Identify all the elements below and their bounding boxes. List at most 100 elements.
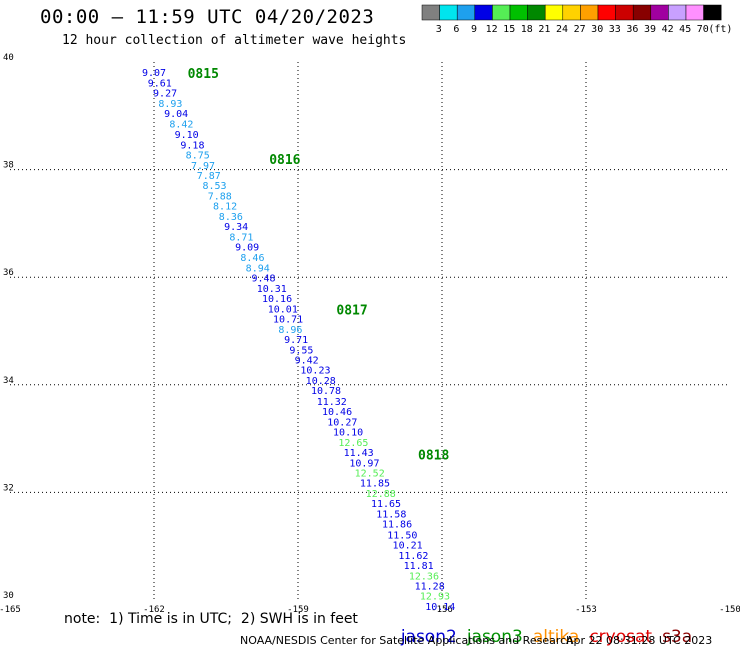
- wave-height-value: 12.36: [409, 571, 439, 582]
- color-scale-tick: 45: [679, 24, 691, 35]
- wave-height-value: 10.16: [262, 294, 292, 305]
- color-scale-tick: 21: [538, 24, 550, 35]
- wave-height-value: 9.04: [164, 109, 188, 120]
- wave-height-value: 10.46: [322, 407, 352, 418]
- time-label: 0818: [418, 449, 449, 464]
- wave-height-value: 10.23: [300, 366, 330, 377]
- wave-height-value: 8.71: [229, 232, 253, 243]
- wave-height-value: 8.46: [240, 253, 264, 264]
- wave-height-value: 11.86: [382, 520, 412, 531]
- color-scale-tick: 18: [521, 24, 533, 35]
- wave-height-value: 9.55: [289, 345, 313, 356]
- satellite-cryosat: cryosat: [589, 627, 653, 647]
- color-scale-tick: 33: [609, 24, 621, 35]
- wave-height-value: 10.01: [268, 304, 298, 315]
- wave-height-value: 11.62: [398, 551, 428, 562]
- wave-height-value: 9.27: [153, 89, 177, 100]
- footer-timestamp: Apr 22 08:31:28 UTC 2023: [566, 634, 713, 647]
- wave-height-value: 10.28: [306, 376, 336, 387]
- wave-height-value: 9.18: [180, 140, 204, 151]
- footer-credit: NOAA/NESDIS Center for Satellite Applica…: [240, 634, 574, 647]
- wave-height-value: 8.42: [169, 119, 193, 130]
- y-tick-label: 30: [3, 591, 14, 601]
- color-scale-tick: 70: [697, 24, 709, 35]
- wave-height-value: 9.07: [142, 68, 166, 79]
- wave-height-value: 11.58: [376, 509, 406, 520]
- wave-height-value: 10.10: [333, 428, 363, 439]
- wave-height-value: 9.61: [148, 78, 172, 89]
- color-scale-tick: 39: [644, 24, 656, 35]
- wave-height-value: 7.88: [208, 191, 232, 202]
- wave-height-value: 9.48: [251, 274, 275, 285]
- wave-height-value: 10.27: [327, 417, 357, 428]
- color-scale-tick: 12: [486, 24, 498, 35]
- color-scale-tick: 30: [591, 24, 603, 35]
- wave-height-value: 11.43: [344, 448, 374, 459]
- wave-height-value: 10.21: [393, 541, 423, 552]
- wave-height-value: 8.93: [158, 99, 182, 110]
- wave-height-value: 10.71: [273, 315, 303, 326]
- color-scale-legend: 3 6 9 12 15 18 21 24 27 30 33 36 39 42 45 70 (ft): [421, 4, 732, 35]
- wave-height-value: 9.42: [295, 356, 319, 367]
- color-scale-tick: 6: [453, 24, 459, 35]
- wave-height-value: 8.96: [278, 325, 302, 336]
- y-tick-label: 38: [3, 161, 14, 171]
- wave-height-value: 8.36: [219, 212, 243, 223]
- wave-height-value: 11.32: [317, 397, 347, 408]
- wave-height-value: 12.93: [420, 592, 450, 603]
- x-tick-label: -162: [143, 605, 165, 615]
- wave-height-value: 8.12: [213, 202, 237, 213]
- wave-height-value: 11.50: [387, 530, 417, 541]
- x-tick-label: -150: [719, 605, 740, 615]
- wave-height-value: 10.78: [311, 386, 341, 397]
- chart-subtitle: 12 hour collection of altimeter wave hei…: [62, 33, 407, 48]
- color-scale-tick: (ft): [708, 24, 732, 35]
- satellite-altika: altika: [532, 627, 580, 647]
- wave-height-value: 9.09: [235, 243, 259, 254]
- x-tick-label: -153: [575, 605, 597, 615]
- satellite-s3a: s3a: [662, 627, 693, 647]
- x-tick-label: -159: [287, 605, 309, 615]
- wave-height-value: 7.87: [197, 171, 221, 182]
- wave-height-value: 8.94: [246, 264, 270, 275]
- wave-height-value: 11.65: [371, 499, 401, 510]
- color-scale-tick: 3: [436, 24, 442, 35]
- y-tick-label: 32: [3, 483, 14, 493]
- wave-height-value: 10.14: [425, 602, 455, 613]
- wave-height-value: 11.85: [360, 479, 390, 490]
- wave-height-value: 7.97: [191, 161, 215, 172]
- wave-height-value: 8.75: [186, 151, 210, 162]
- wave-height-value: 10.97: [349, 458, 379, 469]
- x-tick-label: -156: [431, 605, 453, 615]
- color-scale-tick: 27: [574, 24, 586, 35]
- wave-height-value: 12.88: [366, 489, 396, 500]
- chart-title: 00:00 — 11:59 UTC 04/20/2023: [40, 6, 375, 28]
- x-tick-label: -165: [0, 605, 21, 615]
- wave-height-value: 10.31: [257, 284, 287, 295]
- color-scale-tick: 42: [662, 24, 674, 35]
- time-label: 0815: [188, 67, 219, 82]
- wave-height-value: 9.71: [284, 335, 308, 346]
- y-tick-label: 40: [3, 53, 14, 63]
- wave-height-value: 12.52: [355, 468, 385, 479]
- wave-height-value: 11.81: [404, 561, 434, 572]
- wave-height-value: 12.65: [338, 438, 368, 449]
- time-label: 0817: [336, 303, 367, 318]
- satellite-jason3: jason3: [466, 627, 523, 647]
- wave-height-value: 9.10: [175, 130, 199, 141]
- wave-height-value: 8.53: [202, 181, 226, 192]
- satellite-legend: jason2 jason3 altika cryosat s3a: [390, 607, 702, 647]
- wave-height-value: 9.34: [224, 222, 248, 233]
- color-scale-tick: 9: [471, 24, 477, 35]
- satellite-jason2: jason2: [400, 627, 457, 647]
- color-scale-tick: 24: [556, 24, 568, 35]
- time-label: 0816: [269, 153, 300, 168]
- color-scale-tick: 36: [626, 24, 638, 35]
- y-tick-label: 34: [3, 376, 14, 386]
- wave-height-value: 11.28: [415, 581, 445, 592]
- color-scale-tick: 15: [503, 24, 515, 35]
- y-tick-label: 36: [3, 268, 14, 278]
- units-note: note: 1) Time is in UTC; 2) SWH is in fe…: [64, 611, 358, 627]
- color-swatch: [703, 4, 722, 21]
